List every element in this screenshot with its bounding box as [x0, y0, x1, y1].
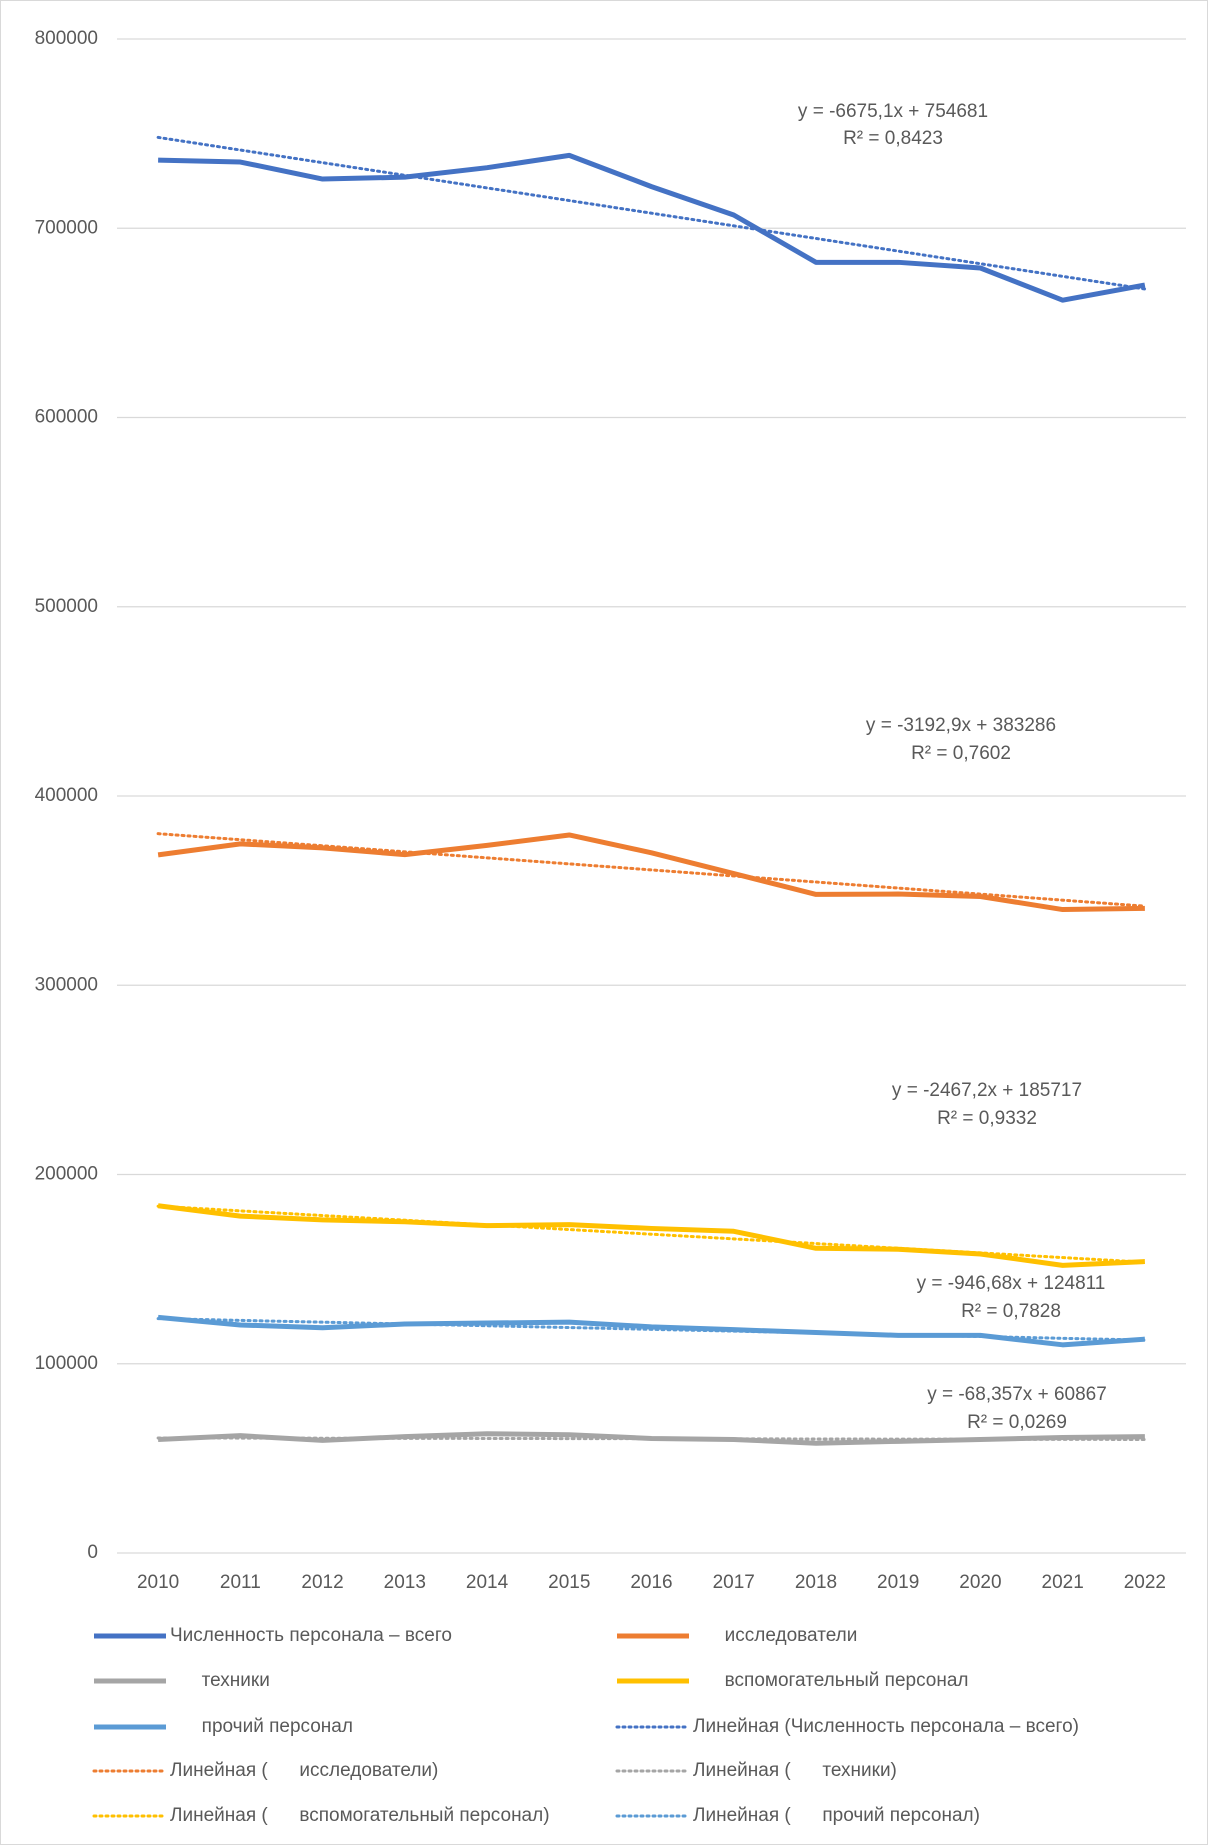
y-tick-label: 0 — [87, 1542, 98, 1563]
y-tick-label: 400000 — [35, 785, 98, 806]
trend-equation: y = -68,357x + 60867 — [927, 1384, 1107, 1405]
legend-label: Линейная ( исследователи) — [170, 1760, 438, 1781]
x-tick-label: 2010 — [137, 1572, 179, 1593]
series-line — [158, 1431, 1145, 1446]
x-tick-label: 2016 — [630, 1572, 672, 1593]
x-tick-label: 2013 — [384, 1572, 426, 1593]
series-line — [157, 832, 1145, 913]
x-tick-label: 2021 — [1042, 1572, 1084, 1593]
series-line — [157, 1314, 1146, 1348]
legend-label: Линейная ( прочий персонал) — [693, 1805, 980, 1826]
x-tick-label: 2020 — [959, 1572, 1001, 1593]
trend-r2: R² = 0,8423 — [843, 128, 943, 149]
trend-equation: y = -946,68x + 124811 — [917, 1273, 1106, 1294]
trend-line — [156, 135, 1147, 291]
trend-r2: R² = 0,0269 — [967, 1412, 1067, 1433]
trend-equation: y = -2467,2x + 185717 — [892, 1080, 1082, 1101]
legend-label: прочий персонал — [170, 1716, 353, 1737]
legend-label: техники — [170, 1670, 270, 1691]
x-tick-label: 2012 — [301, 1572, 343, 1593]
trend-r2: R² = 0,7602 — [911, 743, 1011, 764]
y-tick-label: 800000 — [35, 28, 98, 49]
trend-r2: R² = 0,7828 — [961, 1301, 1061, 1322]
legend-label: Линейная ( техники) — [693, 1760, 897, 1781]
x-tick-label: 2011 — [220, 1572, 261, 1593]
y-tick-label: 200000 — [35, 1164, 98, 1185]
x-tick-label: 2015 — [548, 1572, 590, 1593]
trend-equation: y = -6675,1x + 754681 — [798, 101, 988, 122]
x-tick-label: 2022 — [1124, 1572, 1166, 1593]
series-line — [158, 152, 1146, 303]
y-tick-label: 600000 — [35, 407, 98, 428]
legend-label: Линейная ( вспомогательный персонал) — [170, 1805, 550, 1826]
y-tick-label: 500000 — [35, 596, 98, 617]
y-tick-label: 100000 — [35, 1353, 98, 1374]
y-tick-label: 700000 — [35, 217, 98, 238]
x-tick-label: 2014 — [466, 1572, 509, 1593]
legend-label: вспомогательный персонал — [693, 1670, 969, 1691]
legend-label: Линейная (Численность персонала – всего) — [693, 1716, 1079, 1737]
x-tick-label: 2017 — [713, 1572, 755, 1593]
series-line — [157, 1203, 1145, 1268]
trend-equation: y = -3192,9x + 383286 — [866, 715, 1056, 736]
y-tick-label: 300000 — [35, 974, 98, 995]
trend-r2: R² = 0,9332 — [937, 1108, 1037, 1129]
x-tick-label: 2019 — [877, 1572, 919, 1593]
legend-label: Численность персонала – всего — [170, 1625, 452, 1646]
x-tick-label: 2018 — [795, 1572, 837, 1593]
legend-label: исследователи — [693, 1625, 857, 1646]
